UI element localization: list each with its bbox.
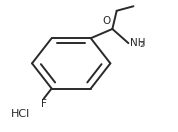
Text: HCl: HCl	[11, 109, 30, 119]
Text: F: F	[41, 99, 47, 109]
Text: 2: 2	[139, 42, 144, 48]
Text: O: O	[103, 16, 111, 26]
Text: NH: NH	[130, 38, 145, 48]
